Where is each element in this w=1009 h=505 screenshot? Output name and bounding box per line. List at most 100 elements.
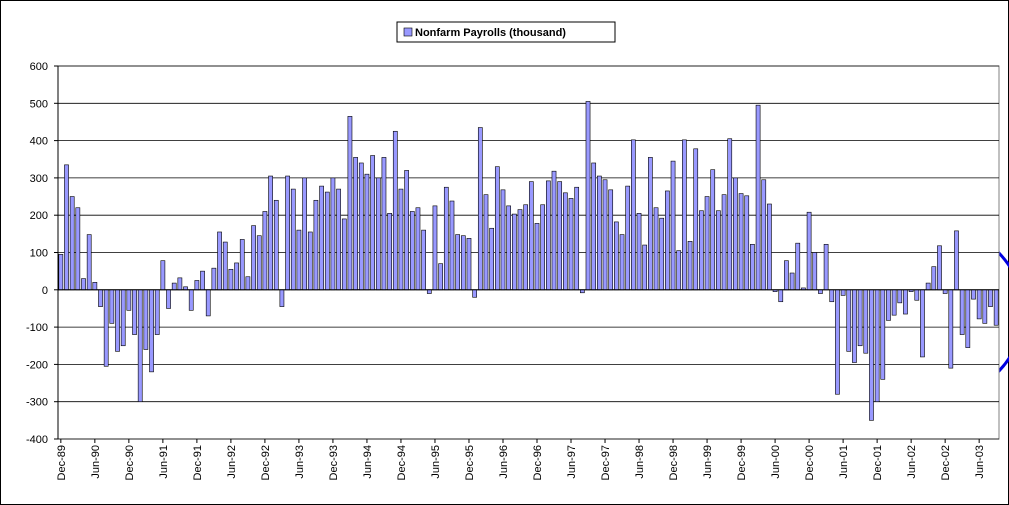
legend-label: Nonfarm Payrolls (thousand) <box>415 27 566 39</box>
bar <box>466 238 472 291</box>
bar <box>58 254 64 291</box>
x-tick-label: Dec-99 <box>736 445 748 480</box>
bar <box>716 210 721 291</box>
bar <box>614 221 619 291</box>
x-tick-label: Jun-03 <box>974 445 986 479</box>
bar <box>636 213 642 291</box>
bar <box>738 193 744 291</box>
bar <box>188 289 194 311</box>
bar <box>988 289 993 307</box>
bar <box>608 189 614 291</box>
bar <box>687 241 693 291</box>
bar <box>137 289 143 402</box>
bar <box>659 217 665 291</box>
bar <box>494 166 500 291</box>
bar <box>132 289 137 335</box>
bar <box>818 289 823 294</box>
bar <box>92 282 98 291</box>
bar <box>523 204 529 291</box>
bar <box>602 179 608 291</box>
x-tick-label: Jun-90 <box>90 445 102 479</box>
bar <box>931 266 937 291</box>
bar <box>704 196 710 291</box>
bar <box>670 160 676 291</box>
bar <box>869 289 874 421</box>
bar <box>432 205 438 291</box>
bar <box>619 234 625 291</box>
x-tick-label: Jun-95 <box>430 445 442 479</box>
bar <box>239 239 245 291</box>
bar <box>642 244 648 291</box>
bar <box>222 241 228 291</box>
bar <box>251 225 256 291</box>
bar <box>177 277 183 291</box>
x-tick-label: Dec-90 <box>124 445 136 480</box>
bar <box>959 289 965 335</box>
bar <box>914 289 920 301</box>
bar <box>200 270 205 291</box>
x-tick-label: Dec-96 <box>532 445 544 480</box>
bar <box>954 230 959 291</box>
bar <box>693 148 699 291</box>
x-tick-label: Jun-98 <box>634 445 646 479</box>
x-tick-label: Dec-95 <box>464 445 476 480</box>
x-tick-label: Dec-91 <box>192 445 204 480</box>
bar <box>699 210 704 291</box>
bar <box>285 175 290 291</box>
bar <box>948 289 954 369</box>
bar <box>205 289 211 317</box>
bar <box>880 289 886 380</box>
y-tick-label: 300 <box>30 173 48 185</box>
bar <box>897 289 903 304</box>
bar <box>120 289 126 347</box>
bar <box>194 280 200 291</box>
bar <box>211 267 217 291</box>
bar <box>767 203 772 291</box>
bar <box>149 289 154 373</box>
bar <box>863 289 869 354</box>
bar <box>806 211 812 291</box>
y-tick-label: 100 <box>30 248 48 260</box>
bar <box>744 195 750 291</box>
bar <box>398 188 404 291</box>
bar <box>891 289 897 316</box>
bar <box>392 130 398 291</box>
bar <box>171 282 177 291</box>
bar <box>415 207 421 291</box>
bar <box>364 173 370 291</box>
bar <box>341 218 347 291</box>
bar <box>903 289 908 315</box>
y-tick-label: -100 <box>26 322 48 334</box>
bar <box>256 235 262 291</box>
bar <box>789 272 795 291</box>
bar <box>528 181 534 291</box>
bar <box>942 289 948 294</box>
bar <box>370 155 375 291</box>
x-tick-label: Dec-98 <box>668 445 680 480</box>
bar <box>648 157 653 291</box>
bar <box>574 186 580 291</box>
bar <box>290 188 296 291</box>
y-tick-label: 500 <box>30 98 48 110</box>
y-tick-label: -200 <box>26 359 48 371</box>
bar <box>86 234 92 291</box>
x-tick-label: Dec-94 <box>396 445 408 480</box>
x-tick-label: Jun-00 <box>770 445 782 479</box>
x-tick-label: Dec-93 <box>328 445 340 480</box>
bar <box>568 198 574 291</box>
bar <box>778 289 784 303</box>
bar <box>115 289 120 352</box>
x-tick-label: Jun-97 <box>566 445 578 479</box>
bar <box>234 262 239 291</box>
bar <box>937 245 942 291</box>
bar <box>330 177 336 291</box>
bar <box>563 192 568 291</box>
bar <box>477 127 483 291</box>
bar <box>262 211 268 291</box>
bar <box>993 289 999 326</box>
y-tick-label: 600 <box>30 61 48 73</box>
bar <box>336 188 341 291</box>
bar <box>109 289 115 324</box>
x-tick-label: Jun-02 <box>906 445 918 479</box>
bar <box>852 289 857 363</box>
